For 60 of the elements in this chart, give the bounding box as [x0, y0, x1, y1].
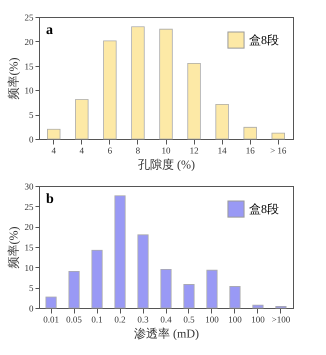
legend-label: 盒8段	[249, 202, 279, 216]
x-axis-title: 渗透率 (mD)	[134, 326, 199, 340]
bar	[215, 104, 229, 140]
bar	[183, 284, 195, 308]
bar	[45, 296, 57, 308]
x-tick-label: 10	[162, 146, 171, 156]
y-tick-label: 30	[24, 182, 34, 192]
x-tick-label: 0.05	[66, 314, 82, 324]
x-tick-label: 100	[228, 314, 242, 324]
x-tick-label: 0.5	[183, 314, 196, 324]
x-tick-label: > 16	[270, 146, 287, 156]
y-tick-label: 10	[24, 262, 34, 273]
bar	[91, 250, 103, 308]
bar	[131, 26, 145, 140]
y-tick-label: 0	[29, 134, 34, 144]
y-tick-label: 10	[24, 86, 34, 96]
bar	[68, 271, 80, 308]
bar	[75, 99, 89, 140]
bar	[47, 128, 60, 140]
annotation: b	[46, 192, 54, 207]
bar	[159, 28, 173, 140]
bar	[137, 234, 149, 308]
y-axis-title: 频率(%)	[6, 226, 20, 268]
y-tick-label: 25	[24, 12, 34, 22]
bar	[103, 40, 117, 140]
bar	[272, 132, 285, 140]
bar	[187, 62, 201, 140]
bar	[243, 126, 257, 140]
bar	[206, 270, 218, 308]
x-tick-label: 4	[80, 146, 85, 156]
y-tick-label: 5	[29, 110, 34, 120]
bar	[114, 195, 126, 308]
x-tick-label: >100	[272, 314, 291, 324]
x-tick-label: 0.3	[137, 314, 150, 324]
x-tick-label: 8	[136, 146, 141, 156]
x-tick-label: 4	[51, 146, 56, 156]
y-tick-label: 15	[24, 242, 34, 252]
y-tick-label: 15	[24, 61, 34, 72]
x-tick-label: 14	[218, 146, 228, 156]
y-tick-label: 0	[29, 304, 34, 314]
x-tick-label: 6	[108, 146, 113, 156]
x-tick-label: 0.4	[160, 314, 172, 324]
x-tick-label: 12	[190, 146, 199, 156]
legend-label: 盒8段	[249, 33, 279, 47]
bar	[229, 286, 241, 308]
x-tick-label: 16	[246, 146, 256, 156]
x-tick-label: 100	[205, 314, 220, 324]
bar	[160, 268, 172, 308]
y-tick-label: 5	[29, 283, 34, 294]
x-tick-label: 0.2	[114, 314, 126, 324]
x-axis-title: 孔隙度 (%)	[138, 158, 195, 172]
x-tick-label: 100	[251, 314, 266, 324]
y-tick-label: 20	[24, 36, 34, 47]
bar	[252, 304, 264, 308]
x-tick-label: 0.01	[43, 314, 59, 324]
x-tick-label: 0.1	[91, 314, 103, 324]
y-axis-title: 频率(%)	[6, 58, 20, 100]
y-tick-label: 20	[24, 222, 34, 232]
annotation: a	[46, 23, 53, 38]
y-tick-label: 25	[24, 202, 34, 212]
